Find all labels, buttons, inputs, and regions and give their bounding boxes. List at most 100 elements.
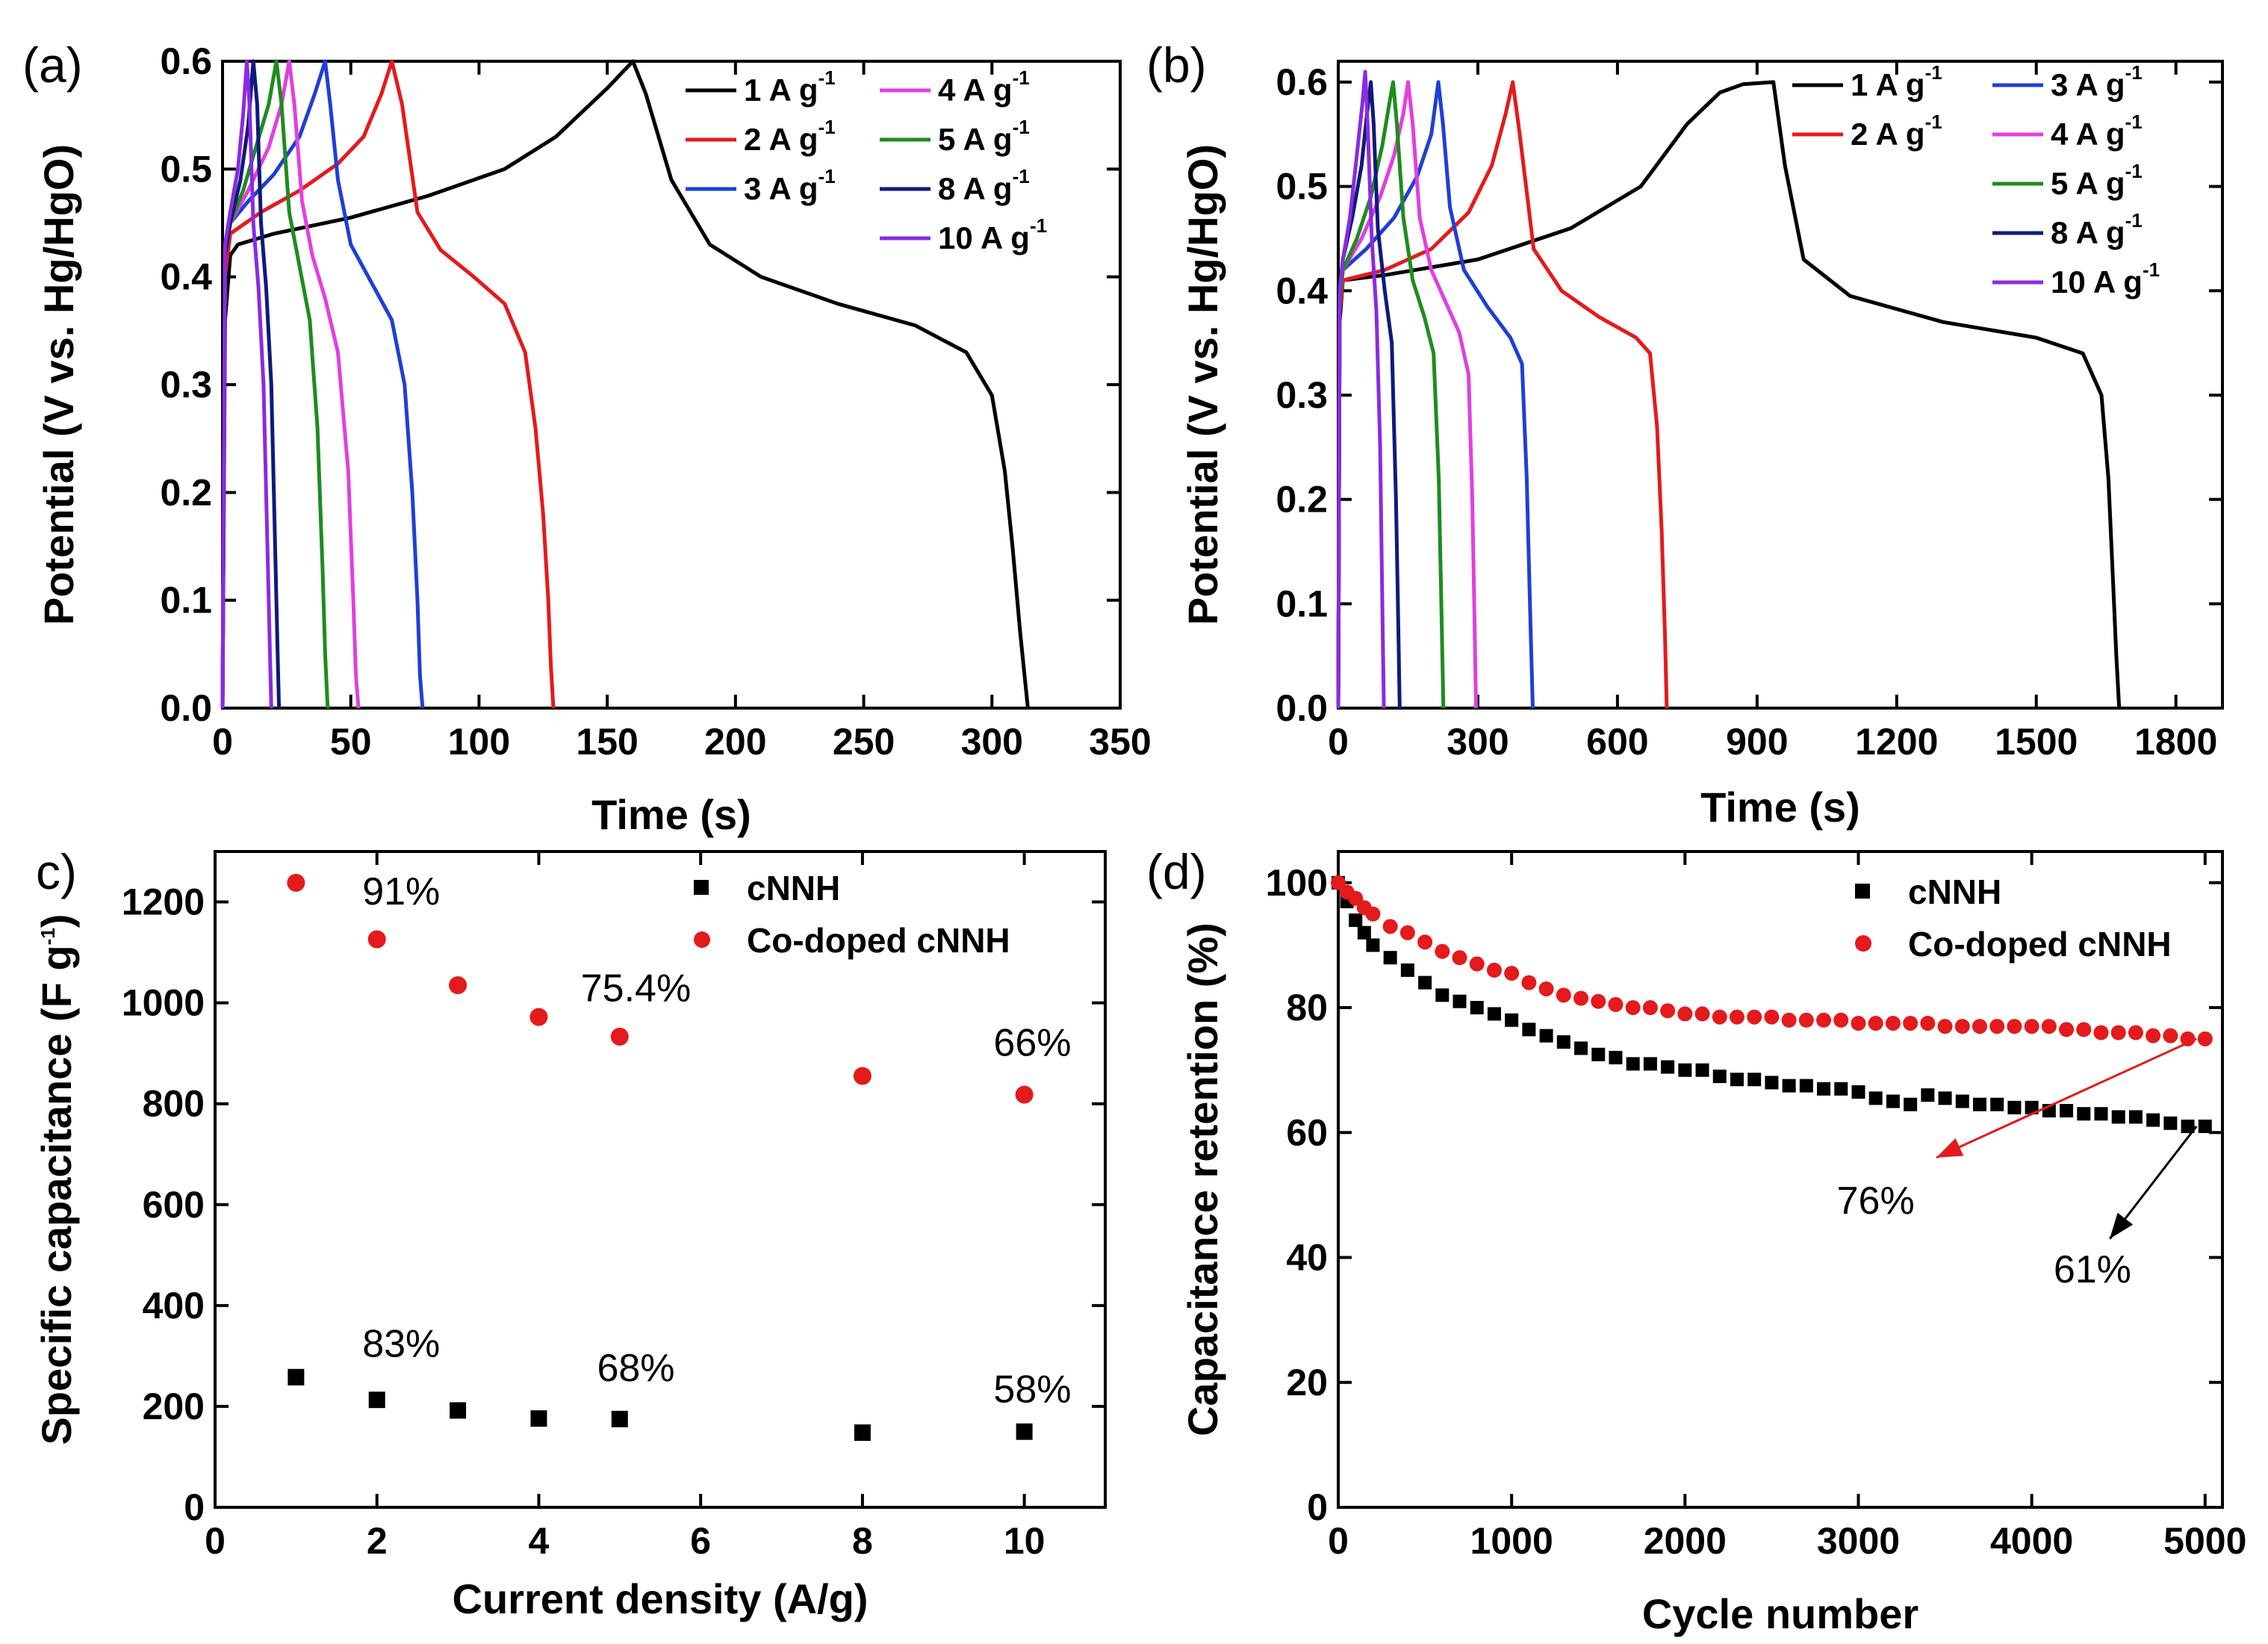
annotation-label-d: 61% [2054,1248,2131,1291]
y-tick-label-c: 800 [143,1083,205,1125]
data-point-circle-c [853,1067,872,1085]
data-point-square-d [1904,1097,1918,1111]
data-point-circle-d [1729,1009,1745,1025]
legend-entry-b-sup: -1 [1925,111,1942,133]
y-axis-label-b: Potential (V vs. Hg/HgO) [1179,144,1226,625]
data-point-square-d [1851,1085,1865,1099]
data-point-square-d [1886,1094,1900,1108]
y-tick-label-a: 0.0 [160,687,212,729]
data-point-square-d [1868,1091,1883,1105]
data-point-square-c [288,1368,305,1386]
data-point-circle-d [2024,1019,2039,1035]
y-tick-label-b: 0.5 [1276,166,1328,208]
data-point-square-d [2198,1119,2212,1133]
data-point-circle-d [2041,1019,2057,1035]
legend-entry-c: cNNH [747,869,840,908]
annotation-label-c: 68% [597,1347,674,1390]
y-tick-label-c: 1000 [122,982,205,1024]
legend-entry-a-sup: -1 [1013,116,1030,138]
legend-entry-a-sup: -1 [818,165,836,187]
data-point-square-d [1695,1063,1709,1077]
x-tick-label-c: 0 [205,1520,226,1562]
x-tick-label-d: 0 [1328,1520,1349,1562]
data-point-circle-d [1764,1009,1780,1025]
data-point-square-d [2025,1100,2039,1114]
y-tick-label-a: 0.1 [160,580,212,621]
data-point-circle-c [367,930,386,949]
y-tick-label-a: 0.6 [160,40,212,82]
data-point-square-d [1357,925,1371,940]
data-point-circle-d [1331,875,1346,890]
legend-entry-b-sup: -1 [2125,160,2143,182]
legend-entry-a: 8 A g-1 [938,165,1030,206]
legend-entry-a-main: 8 A g [938,171,1013,206]
data-point-square-d [1938,1091,1952,1105]
data-point-square-c [530,1410,547,1427]
x-tick-label-b: 900 [1726,721,1788,763]
y-axis-label-c-main: Specific capacitance (F g [33,945,80,1445]
legend-entry-a-main: 3 A g [744,171,818,206]
x-tick-label-c: 10 [1004,1520,1046,1562]
x-tick-label-a: 0 [212,721,233,763]
data-point-circle-d [1747,1009,1762,1025]
x-axis-label-a: Time (s) [591,791,751,838]
data-point-circle-d [1435,943,1450,959]
data-point-square-d [2111,1110,2125,1124]
legend-entry-b-main: 8 A g [2051,215,2125,250]
y-axis-label-a: Potential (V vs. Hg/HgO) [35,144,82,625]
data-point-square-d [1955,1094,1969,1108]
x-tick-label-b: 1800 [2134,721,2217,763]
legend-marker-d [1855,884,1870,899]
legend-entry-b: 10 A g-1 [2051,258,2160,300]
data-point-square-d [1678,1063,1692,1077]
legend-entry-a-sup: -1 [1013,66,1030,89]
series-line-a [220,59,556,709]
x-axis-label-c: Current density (A/g) [453,1575,869,1622]
data-point-square-d [1383,951,1397,965]
data-point-square-d [2077,1107,2091,1121]
data-point-circle-d [1833,1012,1849,1028]
y-tick-label-d: 100 [1266,862,1328,904]
data-point-square-d [2007,1100,2022,1114]
y-axis-label-c-tail: ) [33,914,80,928]
y-tick-label-b: 0.4 [1276,270,1328,311]
legend-entry-b: 3 A g-1 [2051,61,2143,102]
data-point-square-d [1539,1029,1553,1043]
x-axis-label-b: Time (s) [1700,784,1860,831]
panel-label-c: c) [36,844,77,899]
x-tick-label-d: 4000 [1990,1520,2073,1562]
x-tick-label-a: 300 [961,721,1023,763]
legend-entry-a-main: 4 A g [938,72,1013,108]
data-point-square-d [1574,1041,1588,1055]
panel-d-chart: 0 1000 2000 3000 4000 5000 0 20 40 60 80 100 Cycle n… [1146,844,2246,1637]
x-tick-label-a: 50 [330,721,372,763]
data-point-circle-d [1521,975,1537,990]
x-tick-label-c: 8 [852,1520,873,1562]
series-line-b [1336,80,1669,709]
y-tick-label-b: 0.2 [1276,479,1328,521]
y-tick-label-d: 20 [1286,1362,1328,1403]
data-point-circle-d [1816,1012,1832,1028]
x-tick-label-c: 2 [367,1520,388,1562]
data-point-square-c [611,1410,628,1427]
annotation-label-c: 83% [362,1323,440,1366]
data-point-square-d [1643,1057,1657,1071]
legend-entry-a: 3 A g-1 [744,165,836,206]
data-point-circle-d [1469,956,1485,972]
legend-entry-a-main: 2 A g [744,122,818,157]
data-point-square-d [2163,1116,2178,1130]
data-point-circle-d [1712,1009,1727,1025]
legend-entry-b: 2 A g-1 [1851,111,1942,152]
panel-b-chart: 0 300 600 900 1200 1500 1800 0.0 0.1 0.2 0.3 0.4 0.5… [1146,37,2224,831]
legend-entry-d: Co-doped cNNH [1908,925,2172,964]
x-tick-label-b: 600 [1586,721,1648,763]
data-point-square-d [1435,988,1450,1002]
data-point-square-d [1765,1076,1779,1090]
x-tick-label-d: 2000 [1644,1520,1727,1562]
data-point-circle-d [1677,1006,1693,1022]
data-point-circle-d [2110,1025,2126,1040]
legend-entry-a-main: 5 A g [938,122,1013,157]
data-point-square-d [1921,1088,1935,1102]
x-axis-label-d: Cycle number [1642,1590,1919,1637]
